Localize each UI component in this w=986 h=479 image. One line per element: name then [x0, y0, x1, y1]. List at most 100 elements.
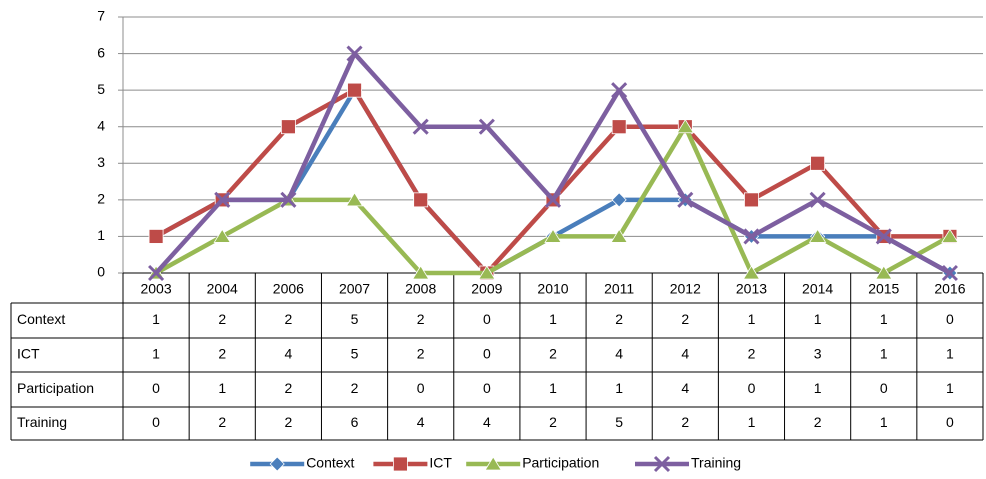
- marker: [345, 192, 364, 207]
- marker: [742, 265, 761, 280]
- table-cell: 0: [417, 380, 425, 396]
- x-tick-label: 2010: [537, 281, 568, 297]
- table-cell: 0: [880, 380, 888, 396]
- marker: [611, 119, 627, 135]
- marker: [392, 456, 408, 472]
- table-cell: 2: [681, 414, 689, 430]
- x-tick-label: 2009: [471, 281, 502, 297]
- y-tick-label: 7: [97, 8, 105, 24]
- table-cell: 1: [748, 311, 756, 327]
- table-cell: 2: [417, 311, 425, 327]
- marker: [653, 455, 671, 473]
- table-cell: 2: [549, 346, 557, 362]
- table-cell: 0: [946, 414, 954, 430]
- marker: [148, 264, 165, 282]
- table-cell: 1: [549, 380, 557, 396]
- marker: [743, 228, 760, 245]
- marker: [213, 228, 231, 243]
- x-tick-label: 2015: [868, 281, 899, 297]
- marker: [346, 45, 363, 62]
- table-cell: 2: [748, 346, 756, 362]
- marker: [214, 191, 231, 208]
- y-tick-label: 0: [97, 264, 105, 280]
- marker: [875, 265, 893, 280]
- x-tick-label: 2007: [339, 281, 370, 297]
- marker: [347, 82, 362, 98]
- table-cell: 2: [284, 380, 292, 396]
- table-cell: 1: [946, 380, 954, 396]
- legend-label: Training: [691, 455, 741, 471]
- table-cell: 5: [351, 346, 359, 362]
- x-tick-label: 2003: [140, 281, 171, 297]
- y-tick-label: 2: [97, 191, 105, 207]
- row-label: Context: [17, 311, 65, 327]
- marker: [411, 265, 430, 280]
- marker: [478, 118, 495, 135]
- marker: [875, 228, 892, 245]
- table-cell: 2: [417, 346, 425, 362]
- marker: [280, 119, 296, 135]
- x-tick-label: 2012: [670, 281, 701, 297]
- table-cell: 2: [814, 414, 822, 430]
- marker: [941, 228, 959, 243]
- table-cell: 2: [284, 311, 292, 327]
- table-cell: 1: [880, 311, 888, 327]
- table-cell: 1: [152, 311, 160, 327]
- table-cell: 2: [549, 414, 557, 430]
- legend-label: Participation: [522, 455, 599, 471]
- table-cell: 0: [483, 380, 491, 396]
- marker: [744, 192, 759, 208]
- marker: [611, 82, 628, 99]
- x-tick-label: 2004: [207, 281, 238, 297]
- table-cell: 1: [748, 414, 756, 430]
- table-cell: 2: [218, 346, 226, 362]
- table-cell: 1: [549, 311, 557, 327]
- marker: [544, 191, 562, 208]
- row-label: ICT: [17, 346, 40, 362]
- marker: [280, 191, 297, 208]
- y-tick-label: 1: [97, 227, 105, 243]
- table-cell: 2: [284, 414, 292, 430]
- table-cell: 1: [880, 414, 888, 430]
- table-cell: 4: [681, 380, 689, 396]
- table-cell: 0: [483, 346, 491, 362]
- marker: [610, 228, 628, 243]
- table-cell: 2: [615, 311, 623, 327]
- table-cell: 4: [483, 414, 491, 430]
- row-label: Training: [17, 414, 67, 430]
- table-cell: 0: [483, 311, 491, 327]
- table-cell: 0: [748, 380, 756, 396]
- marker: [808, 228, 827, 243]
- marker: [941, 264, 958, 282]
- table-cell: 1: [615, 380, 623, 396]
- table-cell: 2: [218, 311, 226, 327]
- marker: [413, 192, 429, 208]
- marker: [269, 456, 285, 472]
- x-tick-label: 2006: [273, 281, 304, 297]
- table-cell: 0: [152, 414, 160, 430]
- table-cell: 0: [152, 380, 160, 396]
- marker: [809, 191, 826, 208]
- table-cell: 1: [218, 380, 226, 396]
- marker: [810, 155, 826, 171]
- y-tick-label: 6: [97, 44, 105, 60]
- table-cell: 0: [946, 311, 954, 327]
- table-cell: 1: [946, 346, 954, 362]
- legend-label: ICT: [429, 455, 452, 471]
- table-cell: 4: [615, 346, 623, 362]
- row-label: Participation: [17, 380, 94, 396]
- x-tick-label: 2016: [934, 281, 965, 297]
- marker: [148, 229, 164, 244]
- table-cell: 1: [814, 311, 822, 327]
- marker: [544, 228, 562, 243]
- marker: [611, 192, 627, 208]
- table-cell: 4: [681, 346, 689, 362]
- y-tick-label: 3: [97, 154, 105, 170]
- table-cell: 6: [351, 414, 359, 430]
- x-tick-label: 2008: [405, 281, 436, 297]
- table-cell: 2: [351, 380, 359, 396]
- marker: [484, 456, 502, 471]
- table-cell: 4: [284, 346, 292, 362]
- table-cell: 3: [814, 346, 822, 362]
